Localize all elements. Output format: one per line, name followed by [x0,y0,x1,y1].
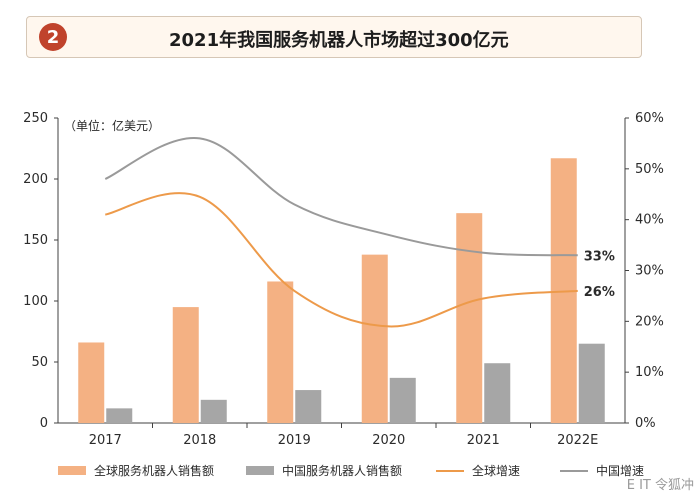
left-tick-label: 250 [23,111,48,126]
bar-global-sales [267,281,294,423]
chart-legend: 全球服务机器人销售额 中国服务机器人销售额 全球增速 中国增速 [58,462,678,484]
legend-item-china-sales: 中国服务机器人销售额 [246,462,402,479]
legend-item-global-sales: 全球服务机器人销售额 [58,462,214,479]
line-china-growth [104,137,578,257]
x-tick-label: 2020 [372,433,405,448]
bar-china-sales [389,377,416,423]
legend-label-global-sales: 全球服务机器人销售额 [94,464,215,478]
legend-label-china-sales: 中国服务机器人销售额 [282,464,403,478]
left-tick-label: 200 [23,172,48,187]
legend-item-global-growth: 全球增速 [436,462,520,479]
bar-china-sales [295,390,322,423]
line-global-growth [105,192,578,328]
bar-china-sales [200,399,227,423]
left-tick-label: 50 [31,355,48,370]
legend-item-china-growth: 中国增速 [560,462,644,479]
data-label: 33% [584,249,615,264]
legend-label-china-growth: 中国增速 [596,464,645,478]
x-tick-label: 2022E [557,433,598,448]
x-tick-label: 2021 [467,433,500,448]
left-tick-label: 0 [40,416,48,431]
combo-chart: 0 50 100 150 200 250 0% 10% 20% 30% 40% 50% 60% 2017 2… [23,111,664,448]
bar-global-sales [78,342,105,423]
legend-line-china-growth [560,469,588,472]
right-tick-label: 20% [635,314,664,329]
right-tick-label: 60% [635,111,664,126]
bar-china-sales [578,343,605,423]
unit-label: （单位：亿美元） [64,118,160,133]
bar-global-sales [172,307,199,423]
right-tick-label: 40% [635,213,664,228]
title-bar: 2 2021年我国服务机器人市场超过300亿元 [26,16,642,58]
legend-swatch-global-sales [58,466,86,475]
bar-global-sales [361,254,388,423]
chart-title: 2021年我国服务机器人市场超过300亿元 [169,30,509,51]
left-tick-label: 100 [23,294,48,309]
x-tick-label: 2018 [183,433,216,448]
legend-line-global-growth [436,469,464,472]
x-tick-label: 2017 [89,433,122,448]
legend-swatch-china-sales [246,466,274,475]
bar-global-sales [456,213,483,423]
section-number-badge: 2 [39,23,67,51]
data-label: 26% [584,285,615,300]
right-tick-label: 0% [635,416,656,431]
bar-china-sales [106,408,133,423]
right-tick-label: 50% [635,162,664,177]
watermark-text: E IT 令狐冲 [626,478,694,493]
right-tick-label: 30% [635,264,664,279]
x-tick-label: 2019 [278,433,311,448]
bar-china-sales [484,363,511,423]
left-tick-label: 150 [23,233,48,248]
legend-label-global-growth: 全球增速 [472,464,521,478]
right-tick-label: 10% [635,365,664,380]
